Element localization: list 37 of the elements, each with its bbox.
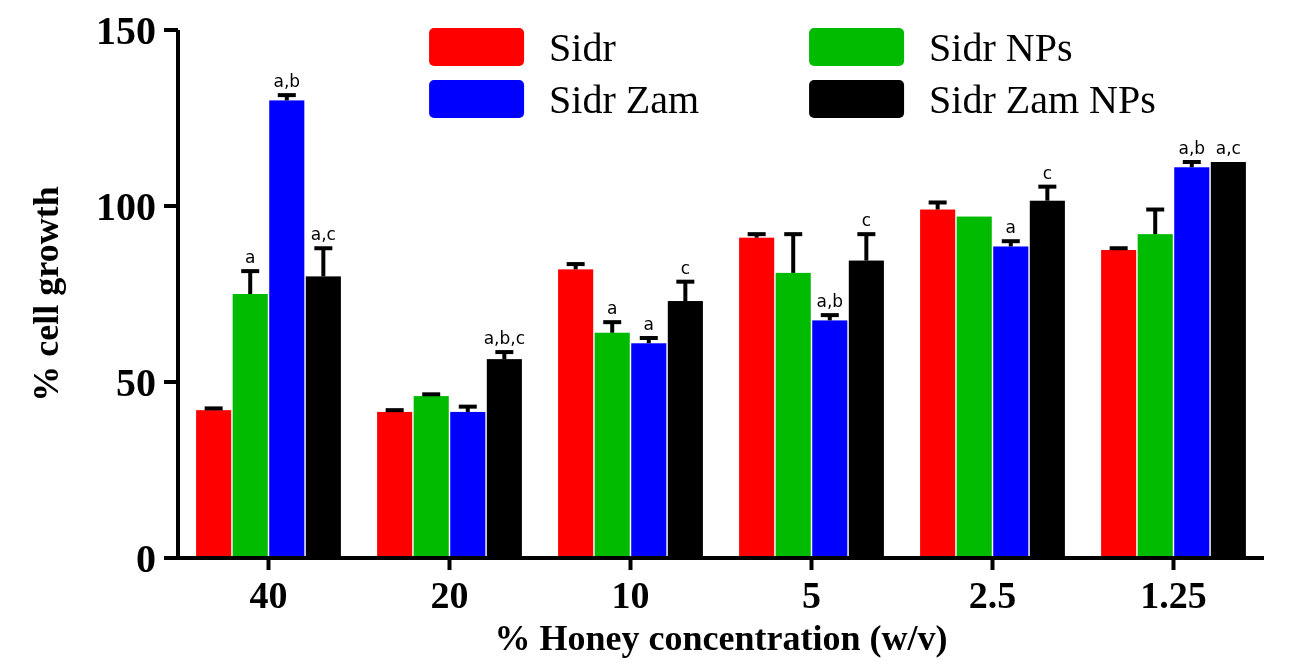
data-label: a: [643, 314, 654, 334]
legend-label: Sidr Zam NPs: [929, 77, 1156, 122]
data-label: a: [1005, 217, 1016, 238]
y-tick-label: 150: [96, 8, 156, 53]
bar: [631, 343, 667, 558]
data-label: c: [680, 257, 691, 278]
legend-label: Sidr Zam: [549, 77, 700, 122]
x-tick-label: 20: [430, 574, 469, 616]
data-label: a,b: [816, 291, 844, 312]
bar: [920, 209, 956, 558]
data-label: a,c: [310, 224, 336, 245]
bar: [232, 294, 268, 558]
bar: [775, 272, 811, 558]
x-tick-label: 5: [802, 574, 821, 616]
y-tick-label: 0: [136, 536, 156, 581]
y-axis-title: % cell growth: [26, 186, 66, 402]
bar: [594, 332, 630, 558]
legend-label: Sidr NPs: [929, 25, 1073, 70]
legend-label: Sidr: [549, 25, 616, 70]
bar: [956, 216, 992, 558]
x-axis-title: % Honey concentration (w/v): [494, 618, 948, 658]
bar: [1174, 167, 1210, 558]
data-label: a,c: [1215, 138, 1241, 158]
data-label: a,b,c: [483, 328, 526, 349]
x-tick-label: 1.25: [1140, 574, 1207, 616]
data-label: a: [245, 247, 256, 268]
data-label: a,b: [1178, 138, 1206, 158]
x-tick-label: 2.5: [968, 574, 1017, 616]
y-tick-label: 50: [116, 360, 156, 405]
data-label: c: [1042, 162, 1053, 183]
x-tick-label: 10: [611, 574, 650, 616]
y-tick-label: 100: [96, 184, 156, 229]
x-tick-label: 40: [249, 574, 288, 616]
bar: [1137, 234, 1173, 558]
data-label: c: [861, 210, 872, 231]
data-label: a,b: [273, 71, 301, 92]
data-label: a: [607, 298, 618, 319]
